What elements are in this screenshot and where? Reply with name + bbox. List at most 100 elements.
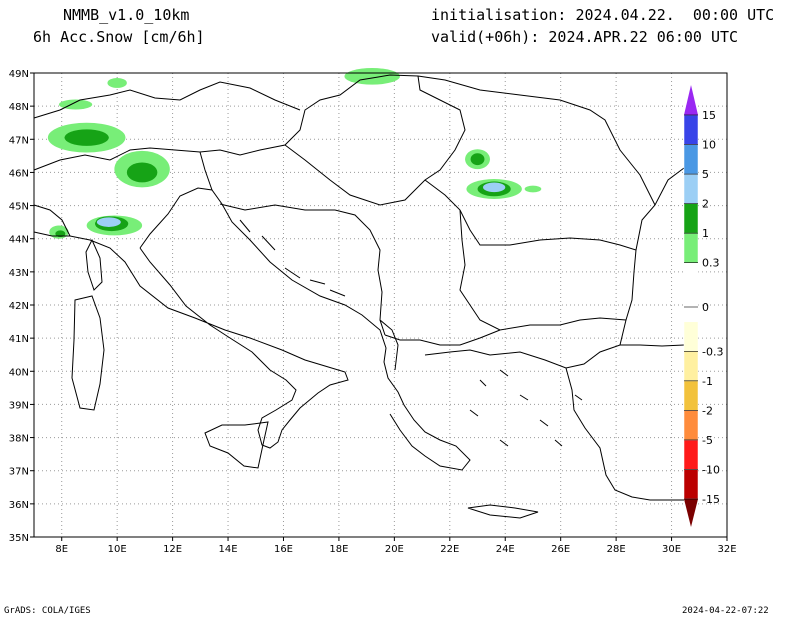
colorbar-label: -2 [702,404,713,417]
colorbar-segment [683,232,699,263]
tick-label-lat: 41N [9,334,29,345]
coastline-aegean [424,344,685,369]
footer-grads: GrADS: COLA/IGES [4,606,91,616]
map-gridlines [34,73,727,537]
tick-label-lat: 43N [9,268,29,279]
border-slovenia [199,151,213,191]
border-ukraine-romania [417,75,656,206]
tick-label-lon: 16E [274,544,293,555]
coastline-north-adriatic [139,187,471,471]
colorbar-label: 0.3 [702,257,720,270]
tick-label-lon: 24E [496,544,515,555]
snow-patch [482,181,507,194]
coastline-adriatic [33,231,349,449]
tick-label-lon: 10E [108,544,127,555]
snow-patch [95,216,122,228]
coastlines-borders [33,74,685,519]
border-croatia-bosnia [219,203,386,336]
colorbar-label: 15 [702,109,716,122]
coastline-black-sea [619,167,685,346]
border-albania [379,319,399,371]
tick-label-lon: 12E [163,544,182,555]
tick-label-lat: 35N [9,533,29,544]
colorbar-segment [683,380,699,411]
tick-label-lat: 36N [9,500,29,511]
colorbar-segment [683,114,699,145]
islands-aegean [469,369,583,447]
colorbar-segment [683,410,699,441]
tick-label-lat: 49N [9,69,29,80]
snow-patch [344,68,400,85]
tick-label-lon: 32E [717,544,736,555]
snow-patches [47,68,542,239]
colorbar-segment [683,321,699,352]
island-sicily [204,421,269,469]
init-time: initialisation: 2024.04.22. 00:00 UTC [431,6,775,24]
valid-time: valid(+06h): 2024.APR.22 06:00 UTC [431,28,739,46]
tick-label-lon: 26E [551,544,570,555]
colorbar-arrow-min [684,499,698,527]
tick-label-lon: 22E [440,544,459,555]
border-hungary [284,75,466,206]
colorbar: -15 -10 -5 -2 -1 -0.3 0 0.3 1 2 5 10 15 [683,85,723,527]
tick-label-lat: 38N [9,434,29,445]
tick-label-lon: 30E [662,544,681,555]
colorbar-segment [683,439,699,470]
colorbar-arrow-max [684,85,698,115]
tick-label-lat: 45N [9,202,29,213]
axis-ticks: 8E 10E 12E 14E 16E 18E 20E 22E 24E 26E 28E 30E 32E 35… [9,69,737,555]
colorbar-label: -15 [702,493,720,506]
field-title: 6h Acc.Snow [cm/6h] [33,28,205,46]
colorbar-label: 1 [702,227,709,240]
border-serbia-bulgaria [459,209,627,331]
border-austria-north [33,81,301,119]
snow-patch [55,230,66,238]
snow-patch [107,77,127,88]
model-title: NMMB_v1.0_10km [63,6,190,24]
island-sardinia [71,295,105,411]
colorbar-label: -1 [702,375,713,388]
tick-label-lon: 14E [219,544,238,555]
snow-patch [126,162,158,183]
tick-label-lon: 8E [55,544,68,555]
tick-label-lat: 39N [9,400,29,411]
snow-patch [58,99,93,110]
tick-label-lat: 37N [9,467,29,478]
tick-label-lon: 18E [329,544,348,555]
colorbar-label: -0.3 [702,345,723,358]
colorbar-segment [683,469,699,500]
colorbar-label: -5 [702,434,713,447]
border-macedonia-greece [384,329,501,346]
colorbar-label: 5 [702,168,709,181]
tick-label-lat: 42N [9,301,29,312]
island-crete [467,504,539,519]
snow-patch [64,129,109,146]
colorbar-segment [683,262,699,293]
tick-label-lat: 40N [9,367,29,378]
tick-label-lon: 28E [607,544,626,555]
tick-label-lat: 48N [9,102,29,113]
islands-dalmatian [239,219,346,297]
footer-timestamp: 2024-04-22-07:22 [682,606,769,616]
tick-label-lat: 47N [9,135,29,146]
tick-label-lat: 44N [9,235,29,246]
snow-patch [524,185,542,193]
border-romania [424,179,637,251]
colorbar-segment [683,351,699,382]
coastline-turkey [565,367,684,501]
colorbar-segment [683,173,699,204]
tick-label-lon: 20E [385,544,404,555]
island-corsica [85,238,103,291]
snow-patch [470,153,485,166]
map-frame [33,72,728,538]
border-italy-france [33,204,71,237]
colorbar-label: -10 [702,463,720,476]
colorbar-label: 10 [702,139,716,152]
colorbar-label: 0 [702,301,709,314]
colorbar-label: 2 [702,198,709,211]
border-alps [33,74,419,171]
tick-label-lat: 46N [9,168,29,179]
colorbar-segment [683,144,699,175]
colorbar-segment [683,203,699,234]
